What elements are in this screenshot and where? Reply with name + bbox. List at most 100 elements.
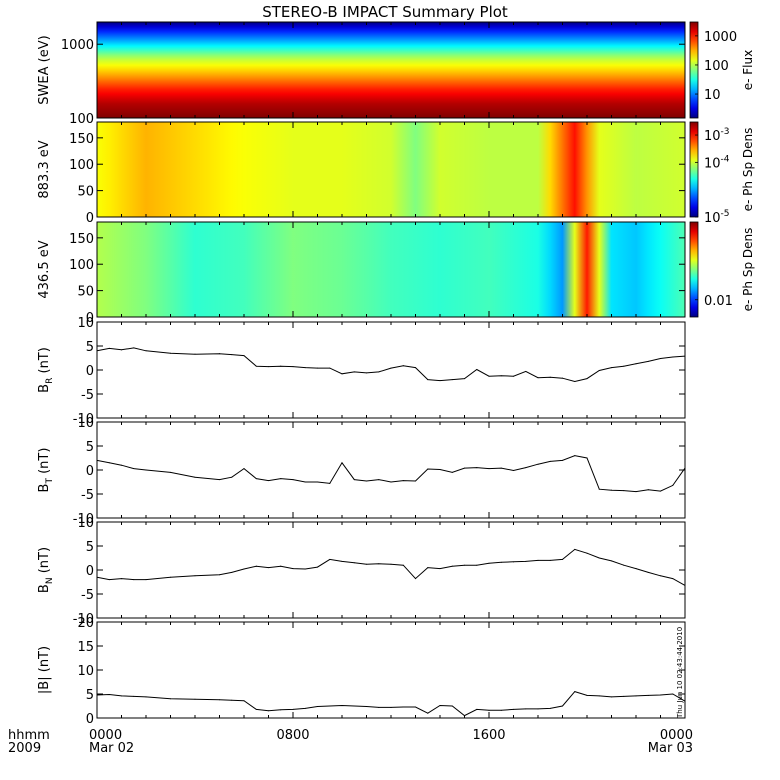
data-point	[255, 708, 257, 710]
data-point	[647, 489, 649, 491]
data-point	[488, 562, 490, 564]
y-tick-label: 0	[86, 211, 94, 226]
y-axis-label: BR (nT)	[37, 347, 55, 393]
data-point	[537, 377, 539, 379]
data-point	[231, 354, 233, 356]
data-point	[353, 479, 355, 481]
panel-3: 0.01 e- Ph Sp Dens 0 50 100 150 436.5 eV	[37, 221, 755, 326]
y-tick-label: 0	[86, 464, 94, 479]
data-point	[353, 705, 355, 707]
data-point	[402, 480, 404, 482]
y-tick-label: 5	[86, 688, 94, 703]
data-point	[537, 463, 539, 465]
y-tick-label: 150	[69, 232, 94, 247]
y-tick-label: 0	[86, 564, 94, 579]
y-tick-label: -5	[81, 588, 94, 603]
colorbar-tick-label: 100	[704, 59, 729, 74]
data-point	[672, 578, 674, 580]
panel-5: -10 -5 0 5 10 BT (nT)	[37, 416, 686, 527]
colorbar-tick-label: 1000	[704, 30, 737, 45]
data-point	[500, 561, 502, 563]
data-point	[451, 705, 453, 707]
y-tick-label: 20	[77, 616, 94, 631]
data-point	[292, 568, 294, 570]
heatmap-image-panel-2	[97, 122, 685, 217]
y-tick-label: 150	[69, 132, 94, 147]
data-point	[549, 376, 551, 378]
data-point	[145, 696, 147, 698]
data-point	[611, 560, 612, 562]
data-point	[280, 478, 282, 480]
data-point	[439, 568, 441, 570]
data-point	[427, 567, 429, 569]
data-point	[317, 367, 318, 369]
panel-2: 10-5 10-4 10-3 e- Ph Sp Dens 0 50 100 150 883.3 …	[37, 121, 755, 226]
y-tick-label: -10	[73, 612, 94, 627]
data-point	[390, 367, 392, 369]
data-point	[145, 350, 147, 352]
data-point	[121, 695, 122, 697]
y-tick-label: 1000	[61, 38, 94, 53]
data-point	[231, 476, 233, 478]
data-point	[549, 559, 551, 561]
data-point	[341, 373, 343, 375]
y-tick-label: 15	[77, 640, 94, 655]
data-point	[562, 705, 563, 707]
data-point	[427, 712, 429, 714]
data-point	[647, 360, 649, 362]
data-point	[268, 366, 269, 368]
data-point	[439, 705, 441, 707]
y-axis-label: |B| (nT)	[37, 646, 52, 694]
data-point	[402, 564, 404, 566]
data-point	[378, 479, 380, 481]
series-line-panel-7	[96, 691, 686, 717]
data-point	[451, 565, 453, 567]
data-point	[329, 558, 331, 560]
y-tick-label: 5	[86, 340, 94, 355]
data-point	[219, 699, 220, 701]
panel-frame	[96, 621, 686, 719]
data-point	[500, 709, 502, 711]
data-point	[635, 568, 637, 570]
data-point	[121, 464, 122, 466]
data-point	[304, 568, 306, 570]
panel-7: 0 5 10 15 20 |B| (nT)	[37, 616, 686, 727]
panel-6: -10 -5 0 5 10 BN (nT)	[37, 516, 686, 627]
data-point	[402, 706, 404, 708]
data-point	[415, 578, 416, 580]
data-point	[378, 563, 380, 565]
data-point	[108, 462, 110, 464]
y-tick-label: 50	[77, 285, 94, 300]
data-point	[525, 560, 527, 562]
heatmap-image-panel-1	[97, 22, 685, 118]
data-point	[243, 568, 245, 570]
data-point	[133, 347, 135, 349]
data-point	[439, 380, 441, 382]
data-point	[121, 349, 122, 351]
data-point	[145, 469, 147, 471]
data-point	[219, 574, 220, 576]
data-point	[623, 564, 625, 566]
data-point	[341, 560, 343, 562]
data-point	[586, 457, 588, 459]
data-point	[194, 353, 196, 355]
data-point	[219, 353, 220, 355]
data-point	[513, 561, 514, 563]
heatmap-image-panel-3	[97, 222, 685, 317]
data-point	[647, 571, 649, 573]
data-point	[194, 575, 196, 577]
data-point	[317, 566, 318, 568]
time-corner-label-hhmm: hhmm	[8, 728, 50, 743]
data-point	[451, 379, 453, 381]
data-point	[574, 548, 576, 550]
data-point	[537, 559, 539, 561]
data-point	[243, 468, 245, 470]
data-point	[231, 571, 233, 573]
data-point	[488, 468, 490, 470]
data-point	[464, 378, 465, 380]
data-point	[243, 355, 245, 357]
data-point	[219, 479, 220, 481]
y-tick-label: -5	[81, 388, 94, 403]
